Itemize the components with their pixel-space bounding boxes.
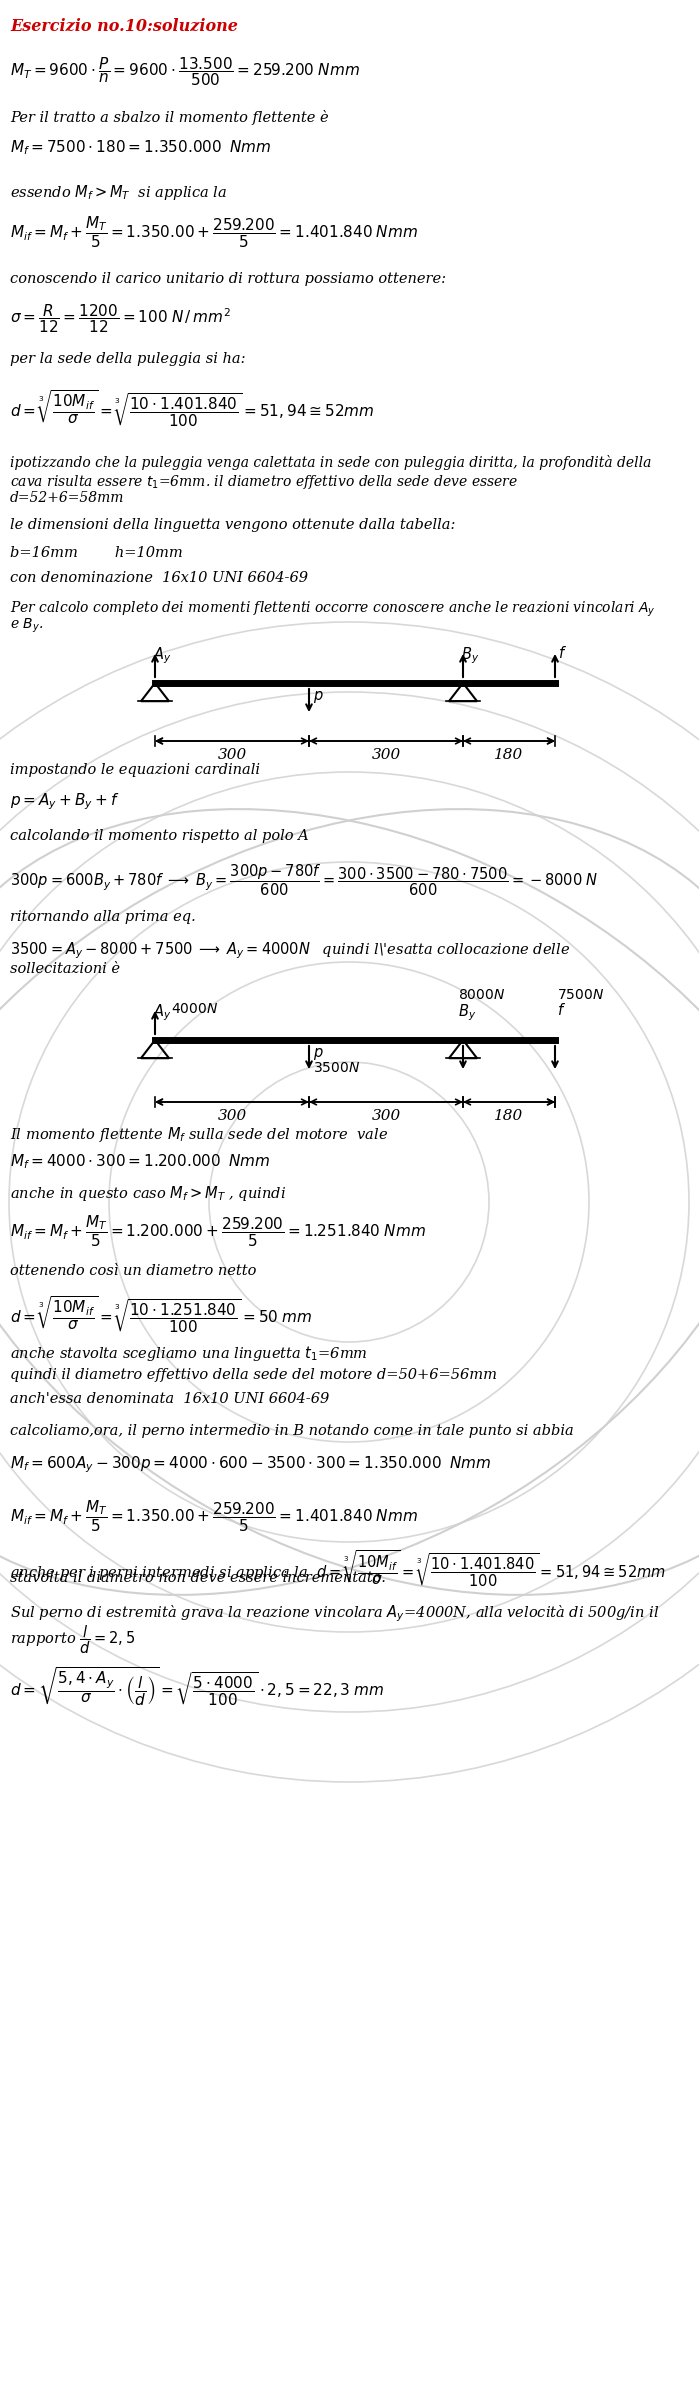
Text: $M_f = 600 A_y - 300p = 4000 \cdot 600 - 3500 \cdot 300 = 1.350.000 \;\; Nmm$: $M_f = 600 A_y - 300p = 4000 \cdot 600 -…	[10, 1454, 491, 1474]
Text: $p$: $p$	[313, 690, 324, 704]
Text: Per calcolo completo dei momenti flettenti occorre conoscere anche le reazioni v: Per calcolo completo dei momenti fletten…	[10, 601, 656, 620]
Text: $M_f = 7500 \cdot 180 = 1.350.000 \;\; Nmm$: $M_f = 7500 \cdot 180 = 1.350.000 \;\; N…	[10, 137, 271, 156]
Text: $p = A_y + B_y + f$: $p = A_y + B_y + f$	[10, 791, 120, 813]
Text: 300: 300	[217, 748, 247, 762]
Text: anche stavolta scegliamo una linguetta $t_1$=6mm: anche stavolta scegliamo una linguetta $…	[10, 1344, 368, 1363]
Text: 300: 300	[371, 1108, 401, 1123]
Text: $300 p = 600 B_y + 780 f \;\longrightarrow\; B_y = \dfrac{300p - 780f}{600} = \d: $300 p = 600 B_y + 780 f \;\longrightarr…	[10, 863, 598, 897]
Text: ritornando alla prima eq.: ritornando alla prima eq.	[10, 911, 196, 923]
Text: anche in questo caso $M_f$$>$$M_T$ , quindi: anche in questo caso $M_f$$>$$M_T$ , qui…	[10, 1185, 286, 1202]
Text: $\sigma = \dfrac{R}{12} = \dfrac{1200}{12} = 100 \; N \, / \, mm^2$: $\sigma = \dfrac{R}{12} = \dfrac{1200}{1…	[10, 303, 231, 334]
Text: anche per i perni intermedi si applica la  $d = \sqrt[3]{\dfrac{10M_{if}}{\sigma: anche per i perni intermedi si applica l…	[10, 1548, 665, 1589]
Text: $f$: $f$	[558, 644, 567, 661]
Text: $A_y$: $A_y$	[153, 644, 172, 666]
Text: rapporto $\dfrac{l}{d} = 2,5$: rapporto $\dfrac{l}{d} = 2,5$	[10, 1623, 136, 1656]
Text: $M_{if} = M_f + \dfrac{M_T}{5} = 1.350.00 + \dfrac{259.200}{5} = 1.401.840 \; Nm: $M_{if} = M_f + \dfrac{M_T}{5} = 1.350.0…	[10, 214, 418, 250]
Text: e $B_y$.: e $B_y$.	[10, 618, 43, 635]
Text: $M_T = 9600 \cdot \dfrac{P}{n} = 9600 \cdot \dfrac{13.500}{500} = 259.200 \; Nmm: $M_T = 9600 \cdot \dfrac{P}{n} = 9600 \c…	[10, 55, 360, 89]
Text: 180: 180	[494, 748, 524, 762]
Text: impostando le equazioni cardinali: impostando le equazioni cardinali	[10, 762, 260, 776]
Text: con denominazione  16x10 UNI 6604-69: con denominazione 16x10 UNI 6604-69	[10, 572, 308, 584]
Text: b=16mm        h=10mm: b=16mm h=10mm	[10, 546, 182, 560]
Text: Esercizio no.10:soluzione: Esercizio no.10:soluzione	[10, 17, 238, 36]
Text: $3500 = A_y - 8000 + 7500 \;\longrightarrow\; A_y = 4000N \;\;$ quindi l\'esatta: $3500 = A_y - 8000 + 7500 \;\longrightar…	[10, 940, 570, 962]
Text: cava risulta essere $t_1$=6mm. il diametro effettivo della sede deve essere: cava risulta essere $t_1$=6mm. il diamet…	[10, 474, 518, 490]
Text: $d = \sqrt[3]{\dfrac{10M_{if}}{\sigma}} = \sqrt[3]{\dfrac{10 \cdot 1.401.840}{10: $d = \sqrt[3]{\dfrac{10M_{if}}{\sigma}} …	[10, 387, 374, 428]
Text: le dimensioni della linguetta vengono ottenute dalla tabella:: le dimensioni della linguetta vengono ot…	[10, 517, 455, 531]
Text: $7500N$: $7500N$	[557, 988, 605, 1002]
Text: 180: 180	[494, 1108, 524, 1123]
Text: sollecitazioni è: sollecitazioni è	[10, 962, 120, 976]
Text: stavolta il diametro non deve essere incrementato.: stavolta il diametro non deve essere inc…	[10, 1570, 386, 1584]
Text: quindi il diametro effettivo della sede del motore d=50+6=56mm: quindi il diametro effettivo della sede …	[10, 1368, 497, 1382]
Text: $A_y$: $A_y$	[153, 1002, 172, 1022]
Text: calcoliamo,ora, il perno intermedio in B notando come in tale punto si abbia: calcoliamo,ora, il perno intermedio in B…	[10, 1423, 574, 1438]
Text: $8000N$: $8000N$	[458, 988, 505, 1002]
Text: ottenendo così un diametro netto: ottenendo così un diametro netto	[10, 1265, 257, 1279]
Text: $p$: $p$	[313, 1046, 324, 1063]
Text: Il momento flettente $M_f$ sulla sede del motore  vale: Il momento flettente $M_f$ sulla sede de…	[10, 1125, 388, 1144]
Text: essendo $M_f$$>$$M_T$  si applica la: essendo $M_f$$>$$M_T$ si applica la	[10, 183, 227, 202]
Text: $d = \sqrt[3]{\dfrac{10M_{if}}{\sigma}} = \sqrt[3]{\dfrac{10 \cdot 1.251.840}{10: $d = \sqrt[3]{\dfrac{10M_{if}}{\sigma}} …	[10, 1293, 312, 1334]
Text: $4000N$: $4000N$	[171, 1002, 218, 1017]
Text: $B_y$: $B_y$	[458, 1002, 476, 1022]
Text: $M_f = 4000 \cdot 300 = 1.200.000 \;\; Nmm$: $M_f = 4000 \cdot 300 = 1.200.000 \;\; N…	[10, 1152, 271, 1171]
Text: calcolando il momento rispetto al polo A: calcolando il momento rispetto al polo A	[10, 829, 309, 844]
Text: 300: 300	[371, 748, 401, 762]
Text: Per il tratto a sbalzo il momento flettente è: Per il tratto a sbalzo il momento flette…	[10, 111, 329, 125]
Text: $M_{if} = M_f + \dfrac{M_T}{5} = 1.350.00 + \dfrac{259.200}{5} = 1.401.840 \; Nm: $M_{if} = M_f + \dfrac{M_T}{5} = 1.350.0…	[10, 1500, 418, 1534]
Text: d=52+6=58mm: d=52+6=58mm	[10, 490, 124, 505]
Text: $3500N$: $3500N$	[313, 1060, 360, 1075]
Text: $B_y$: $B_y$	[461, 644, 480, 666]
Text: conoscendo il carico unitario di rottura possiamo ottenere:: conoscendo il carico unitario di rottura…	[10, 272, 446, 286]
Text: anch'essa denominata  16x10 UNI 6604-69: anch'essa denominata 16x10 UNI 6604-69	[10, 1392, 329, 1406]
Text: ipotizzando che la puleggia venga calettata in sede con puleggia diritta, la pro: ipotizzando che la puleggia venga calett…	[10, 454, 651, 471]
Text: $d = \sqrt{\dfrac{5,4 \cdot A_y}{\sigma} \cdot \left(\dfrac{l}{d}\right)} = \sqr: $d = \sqrt{\dfrac{5,4 \cdot A_y}{\sigma}…	[10, 1666, 384, 1707]
Text: Sul perno di estremità grava la reazione vincolara $A_y$=4000N, alla velocità di: Sul perno di estremità grava la reazione…	[10, 1603, 659, 1623]
Text: 300: 300	[217, 1108, 247, 1123]
Text: $M_{if} = M_f + \dfrac{M_T}{5} = 1.200.000 + \dfrac{259.200}{5} = 1.251.840 \; N: $M_{if} = M_f + \dfrac{M_T}{5} = 1.200.0…	[10, 1214, 426, 1250]
Text: $f$: $f$	[557, 1002, 566, 1017]
Text: per la sede della puleggia si ha:: per la sede della puleggia si ha:	[10, 351, 245, 365]
